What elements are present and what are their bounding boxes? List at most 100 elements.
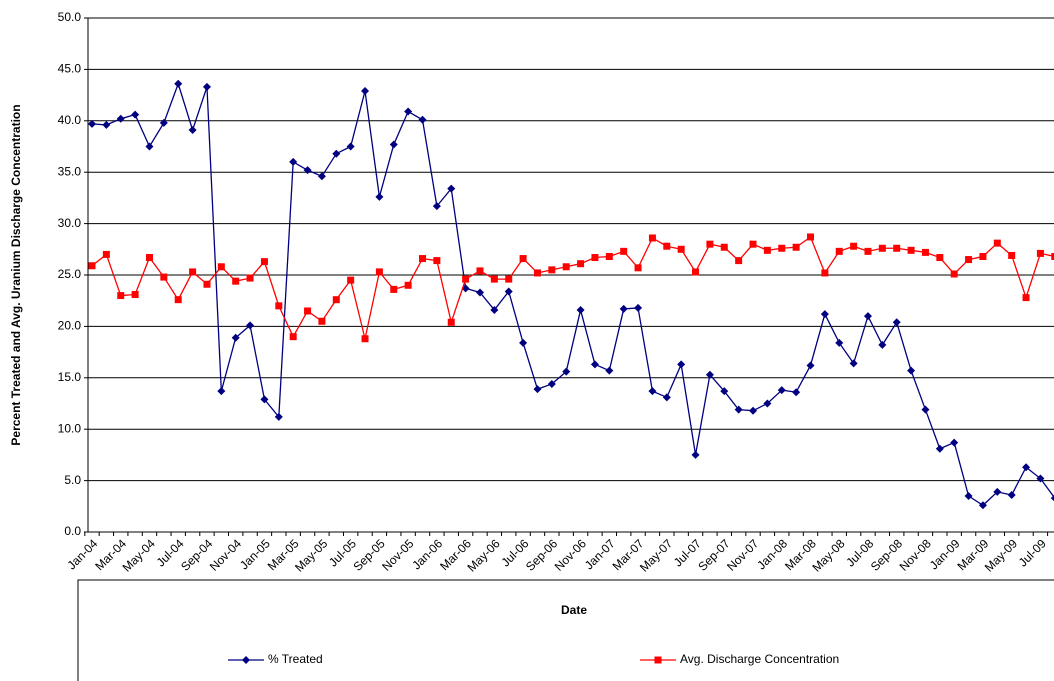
data-point: [605, 366, 614, 375]
data-point: [993, 487, 1002, 496]
y-tick-label: 35.0: [58, 164, 82, 178]
x-tick-label: Nov-07: [724, 536, 761, 573]
y-tick-label: 10.0: [58, 421, 82, 435]
data-point: [663, 242, 671, 250]
data-point: [878, 340, 887, 349]
data-point: [202, 82, 211, 91]
data-point: [964, 492, 973, 501]
data-point: [577, 260, 585, 268]
data-point: [547, 379, 556, 388]
y-tick-label: 40.0: [58, 113, 82, 127]
data-point: [462, 275, 470, 283]
data-point: [763, 246, 771, 254]
data-point: [519, 338, 528, 347]
data-point: [275, 302, 283, 310]
data-point: [131, 291, 139, 299]
x-tick-label: Nov-06: [552, 536, 589, 573]
x-tick-label: Nov-04: [207, 536, 244, 573]
data-point: [346, 142, 355, 151]
data-point: [734, 405, 743, 414]
data-point: [189, 268, 197, 276]
data-point: [705, 370, 714, 379]
data-point: [188, 126, 197, 135]
data-point: [792, 243, 800, 251]
data-point: [289, 333, 297, 341]
data-point: [619, 304, 628, 313]
data-point: [217, 387, 226, 396]
data-point: [576, 305, 585, 314]
data-point: [792, 388, 801, 397]
data-point: [289, 157, 298, 166]
data-point: [821, 269, 829, 277]
data-point: [404, 107, 413, 116]
data-point: [203, 280, 211, 288]
data-point: [475, 288, 484, 297]
data-point: [677, 245, 685, 253]
data-point: [778, 244, 786, 252]
data-point: [375, 268, 383, 276]
data-point: [978, 501, 987, 510]
data-point: [935, 444, 944, 453]
data-point: [347, 276, 355, 284]
data-point: [562, 263, 570, 271]
y-tick-label: 0.0: [64, 524, 81, 538]
data-point: [763, 399, 772, 408]
data-point: [907, 246, 915, 254]
data-point: [591, 254, 599, 262]
data-point: [850, 242, 858, 250]
y-tick-label: 20.0: [58, 319, 82, 333]
data-point: [88, 262, 96, 270]
data-point: [620, 247, 628, 255]
x-tick-label: May-04: [120, 536, 158, 574]
data-point: [749, 240, 757, 248]
x-tick-label: Nov-05: [379, 536, 416, 573]
data-point: [145, 142, 154, 151]
x-tick-label: Jul-09: [1016, 536, 1049, 569]
data-point: [648, 234, 656, 242]
data-point: [907, 366, 916, 375]
data-point: [634, 303, 643, 312]
data-point: [863, 312, 872, 321]
data-point: [504, 287, 513, 296]
data-point: [1051, 252, 1054, 260]
data-point: [145, 254, 153, 262]
data-point: [88, 119, 96, 128]
data-point: [361, 335, 369, 343]
data-point: [936, 254, 944, 262]
data-point: [260, 395, 269, 404]
data-point: [820, 310, 829, 319]
data-point: [735, 257, 743, 265]
y-tick-label: 15.0: [58, 370, 82, 384]
data-point: [102, 120, 111, 129]
data-point: [476, 267, 484, 275]
data-point: [893, 244, 901, 252]
data-point: [662, 393, 671, 402]
data-point: [419, 255, 427, 263]
data-point: [892, 318, 901, 327]
data-point: [260, 258, 268, 266]
data-point: [490, 275, 498, 283]
data-point: [562, 367, 571, 376]
data-point: [706, 240, 714, 248]
data-point: [533, 385, 542, 394]
data-point: [634, 264, 642, 272]
data-point: [806, 361, 815, 370]
x-tick-label: May-06: [465, 536, 503, 574]
legend-marker: [654, 656, 662, 664]
data-point: [1022, 294, 1030, 302]
plot-area: [88, 79, 1054, 510]
y-axis-title: Percent Treated and Avg. Uranium Dischar…: [9, 104, 23, 445]
data-point: [835, 338, 844, 347]
data-point: [1036, 474, 1045, 483]
data-point: [692, 268, 700, 276]
data-point: [1022, 463, 1031, 472]
x-tick-label: May-05: [292, 536, 330, 574]
data-point: [102, 250, 110, 258]
data-point: [777, 386, 786, 395]
data-point: [389, 140, 398, 149]
data-point: [677, 360, 686, 369]
data-point: [1008, 251, 1016, 259]
data-point: [605, 252, 613, 260]
legend-box: [77, 579, 1054, 681]
x-tick-label: May-08: [809, 536, 847, 574]
